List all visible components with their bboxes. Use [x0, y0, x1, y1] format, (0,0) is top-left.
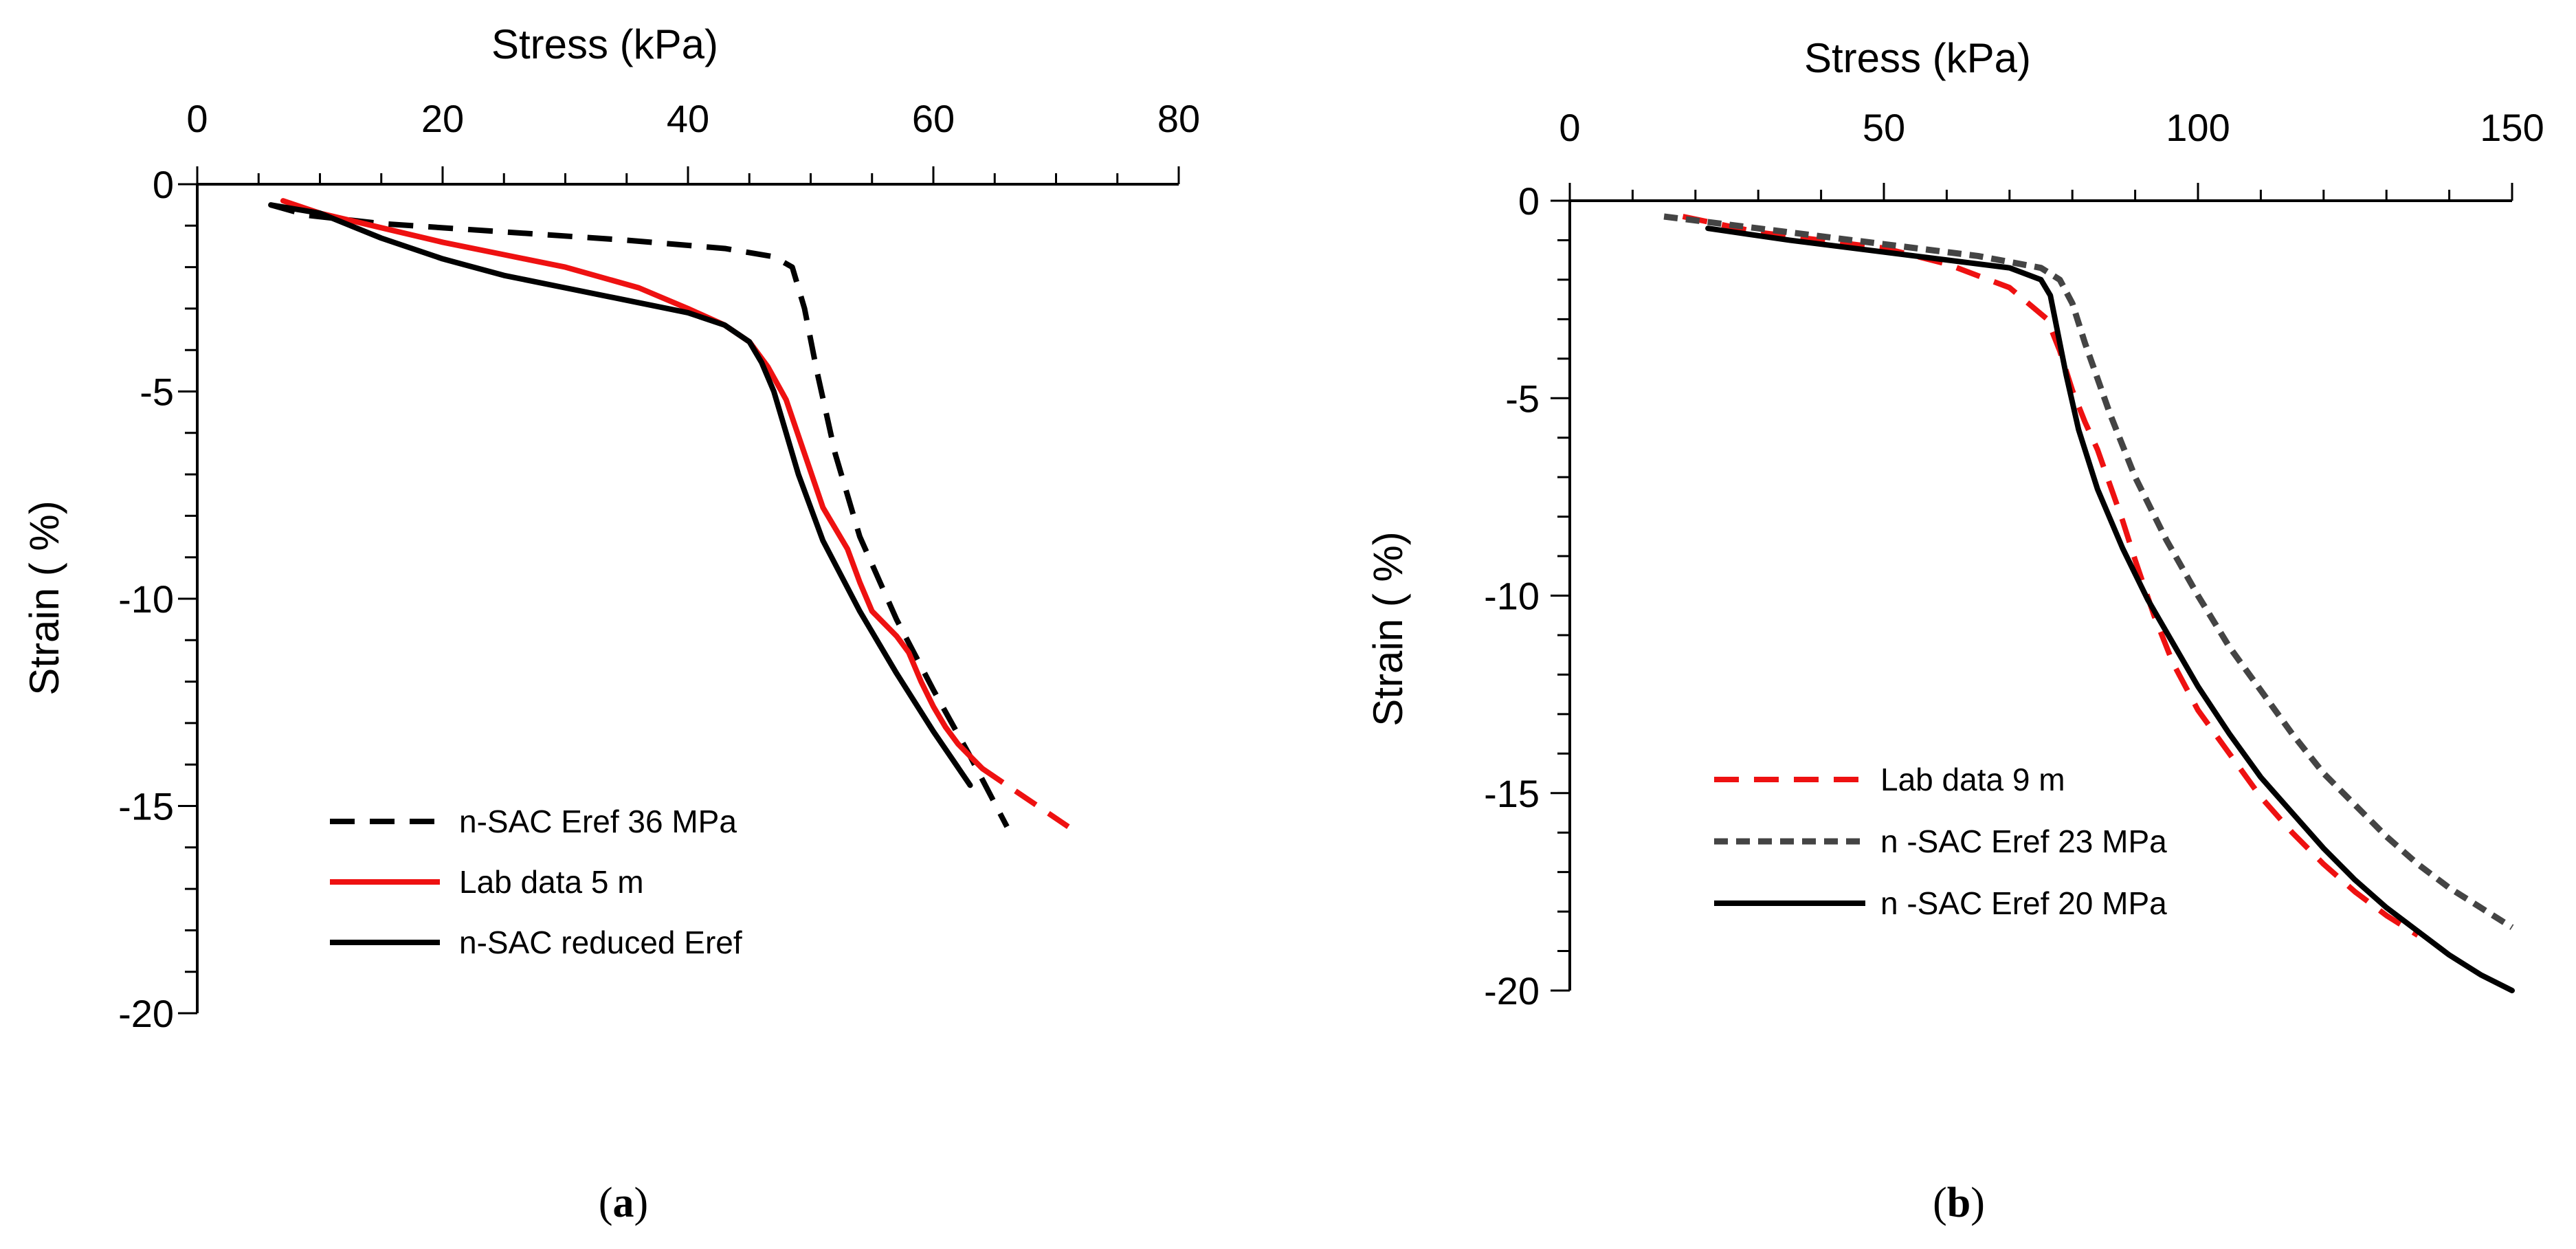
panel-b-legend-label-1: n -SAC Eref 23 MPa [1880, 824, 2167, 859]
panel-a-x-tick-label: 0 [186, 97, 208, 140]
panel-a-y-axis-title: Strain ( %) [21, 500, 67, 695]
panel-a-legend-label-0: n-SAC Eref 36 MPa [459, 804, 737, 839]
panel-b-x-tick-label: 0 [1559, 106, 1580, 149]
panel-a-caption: (a) [599, 1180, 648, 1226]
panel-b-legend-label-2: n -SAC Eref 20 MPa [1880, 885, 2167, 921]
panel-b-series-2-line [1705, 225, 2515, 993]
panel-a-x-axis-title: Stress (kPa) [491, 21, 718, 67]
panel-a-y-tick-label: -10 [118, 577, 174, 621]
panel-b-x-tick-label: 100 [2166, 106, 2230, 149]
panel-b-y-tick-label: -5 [1505, 377, 1540, 420]
panel-b-caption-open: ( [1933, 1180, 1947, 1226]
panel-a-series-1-line-solid [280, 198, 986, 772]
panel-a-series-0-line [270, 202, 1010, 828]
panel-a-series-2-line [268, 202, 973, 788]
panel-a-series-1-line-dashed [981, 766, 1070, 829]
panel-a-y-tick-label: -20 [118, 992, 174, 1035]
panel-b-x-axis-title: Stress (kPa) [1804, 35, 2031, 81]
panel-b-y-tick-label: 0 [1518, 179, 1540, 223]
panel-b-y-tick-label: -20 [1484, 969, 1540, 1013]
panel-a-caption-letter: a [613, 1180, 634, 1226]
panel-b-series-1-line [1663, 213, 2514, 930]
panel-b-x-tick-label: 150 [2480, 106, 2544, 149]
panel-b-caption: (b) [1933, 1180, 1985, 1226]
panel-b-series-0-line [1682, 214, 2420, 938]
panel-b-y-axis-title: Strain ( %) [1365, 531, 1411, 726]
panel-a-legend-label-1: Lab data 5 m [459, 864, 644, 900]
panel-b-y-tick-label: -10 [1484, 575, 1540, 618]
panel-b-x-tick-label: 50 [1863, 106, 1905, 149]
panel-a-caption-open: ( [599, 1180, 613, 1226]
panel-a-caption-close: ) [634, 1180, 649, 1226]
panel-b-caption-close: ) [1970, 1180, 1985, 1226]
panel-b-legend-label-0: Lab data 9 m [1880, 762, 2065, 797]
panel-b-y-tick-label: -15 [1484, 772, 1540, 815]
panel-a-y-tick-label: 0 [153, 163, 174, 206]
panel-b-caption-letter: b [1947, 1180, 1970, 1226]
panel-a-legend-label-2: n-SAC reduced Eref [459, 925, 742, 960]
panel-a-y-tick-label: -15 [118, 785, 174, 828]
panel-b-chart: 0 50 100 150 0 -5 -10 -15 -20 Lab data 9 m n -SAC… [1365, 35, 2544, 1226]
panel-a-x-tick-label: 20 [421, 97, 464, 140]
panel-a-x-tick-label: 40 [667, 97, 709, 140]
panel-a-x-tick-label: 60 [912, 97, 955, 140]
panel-a-chart: 0 20 40 60 80 0 -5 -10 -15 -20 n-SAC Eref 36 MPa L… [21, 21, 1200, 1226]
panel-a-x-tick-label: 80 [1157, 97, 1200, 140]
panel-a-y-tick-label: -5 [140, 371, 174, 414]
